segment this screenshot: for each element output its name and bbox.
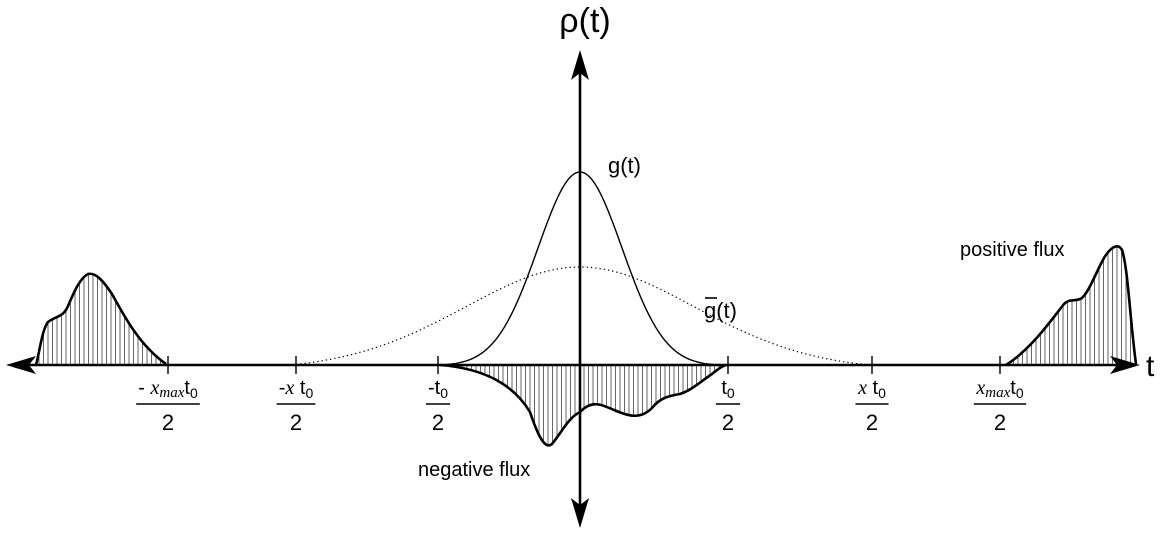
g-curve-label: g(t): [608, 153, 641, 178]
tick-numerator: x t0: [857, 377, 886, 401]
tick-numerator: t0: [721, 377, 735, 401]
tick-t-subscript: 0: [1016, 385, 1024, 401]
tick-numerator: xmaxt0: [975, 377, 1023, 401]
tick-marks: [167, 356, 1001, 374]
tick-t-subscript: 0: [305, 385, 313, 401]
tick-numerator: - xmaxt0: [138, 377, 198, 401]
tick-variable: x: [284, 377, 294, 399]
t-axis-arrow-left: [6, 356, 36, 374]
negative-flux-label: negative flux: [418, 459, 530, 481]
right-positive-flux-curve: [1005, 245, 1138, 367]
positive-flux-label: positive flux: [960, 239, 1065, 261]
tick-t-subscript: 0: [440, 385, 448, 401]
gbar-curve: [295, 266, 871, 366]
rho-axis-label: ρ(t): [559, 2, 610, 40]
rho-axis-arrow-up: [571, 50, 589, 80]
tick-label-neg-t0: -t0 2: [425, 377, 451, 435]
tick-variable-subscript: max: [985, 385, 1010, 401]
t-axis-label: t: [1146, 350, 1155, 383]
tick-variable: x: [857, 377, 867, 399]
tick-denominator: 2: [866, 410, 878, 435]
negative-flux-curve: [439, 363, 727, 447]
tick-label-neg-x: -x t02: [276, 377, 316, 435]
tick-variable: x: [975, 377, 985, 399]
tick-sign: -: [279, 377, 286, 399]
tick-numerator: -t0: [428, 377, 448, 401]
tick-sign: -: [428, 377, 435, 399]
left-positive-flux-curve: [34, 272, 167, 366]
tick-t: t: [184, 377, 190, 399]
tick-label-pos-t0: t0 2: [716, 377, 740, 435]
tick-denominator: 2: [162, 410, 174, 435]
tick-denominator: 2: [722, 410, 734, 435]
tick-variable-subscript: max: [159, 385, 184, 401]
tick-t: t: [1010, 377, 1016, 399]
tick-denominator: 2: [290, 410, 302, 435]
tick-numerator: -x t0: [279, 377, 314, 401]
tick-t: t: [294, 377, 306, 399]
tick-t: t: [867, 377, 879, 399]
tick-t-subscript: 0: [878, 385, 886, 401]
tick-t: t: [721, 377, 727, 399]
tick-t-subscript: 0: [190, 385, 198, 401]
tick-variable: x: [149, 377, 159, 399]
tick-denominator: 2: [432, 410, 444, 435]
gbar-curve-label: g(t): [704, 298, 737, 323]
tick-label-pos-x: x t02: [855, 377, 889, 435]
tick-t-subscript: 0: [727, 385, 735, 401]
negative-flux-hatching: [440, 365, 724, 446]
rho-axis-arrow-down: [571, 498, 589, 528]
tick-t: t: [435, 377, 441, 399]
t-axis-arrow-right: [1110, 356, 1140, 374]
tick-sign: -: [138, 377, 150, 399]
tick-denominator: 2: [994, 410, 1006, 435]
